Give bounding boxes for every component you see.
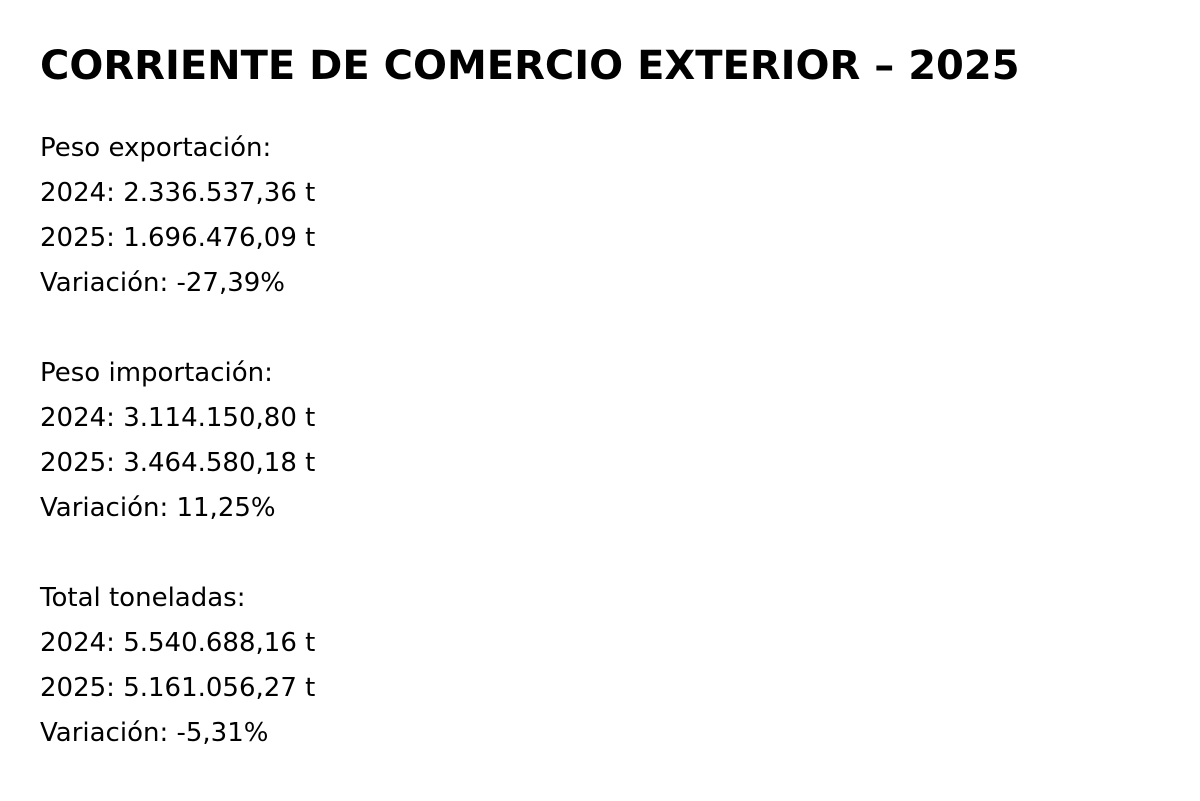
value-2025: 2025: 1.696.476,09 t	[40, 223, 316, 253]
value-2024: 2024: 3.114.150,80 t	[40, 403, 316, 433]
value-2025: 2025: 5.161.056,27 t	[40, 673, 316, 703]
section-heading: Peso exportación:	[40, 133, 272, 163]
variation: Variación: 11,25%	[40, 493, 276, 523]
total-tonnage-section: Total toneladas: 2024: 5.540.688,16 t 20…	[40, 576, 315, 756]
section-heading: Total toneladas:	[40, 583, 246, 613]
section-heading: Peso importación:	[40, 358, 273, 388]
export-weight-section: Peso exportación: 2024: 2.336.537,36 t 2…	[40, 126, 315, 306]
page-title: CORRIENTE DE COMERCIO EXTERIOR – 2025	[40, 43, 1020, 89]
variation: Variación: -5,31%	[40, 718, 269, 748]
report-body: Peso exportación: 2024: 2.336.537,36 t 2…	[40, 126, 315, 801]
variation: Variación: -27,39%	[40, 268, 285, 298]
value-2024: 2024: 2.336.537,36 t	[40, 178, 316, 208]
value-2024: 2024: 5.540.688,16 t	[40, 628, 316, 658]
value-2025: 2025: 3.464.580,18 t	[40, 448, 316, 478]
import-weight-section: Peso importación: 2024: 3.114.150,80 t 2…	[40, 351, 315, 531]
